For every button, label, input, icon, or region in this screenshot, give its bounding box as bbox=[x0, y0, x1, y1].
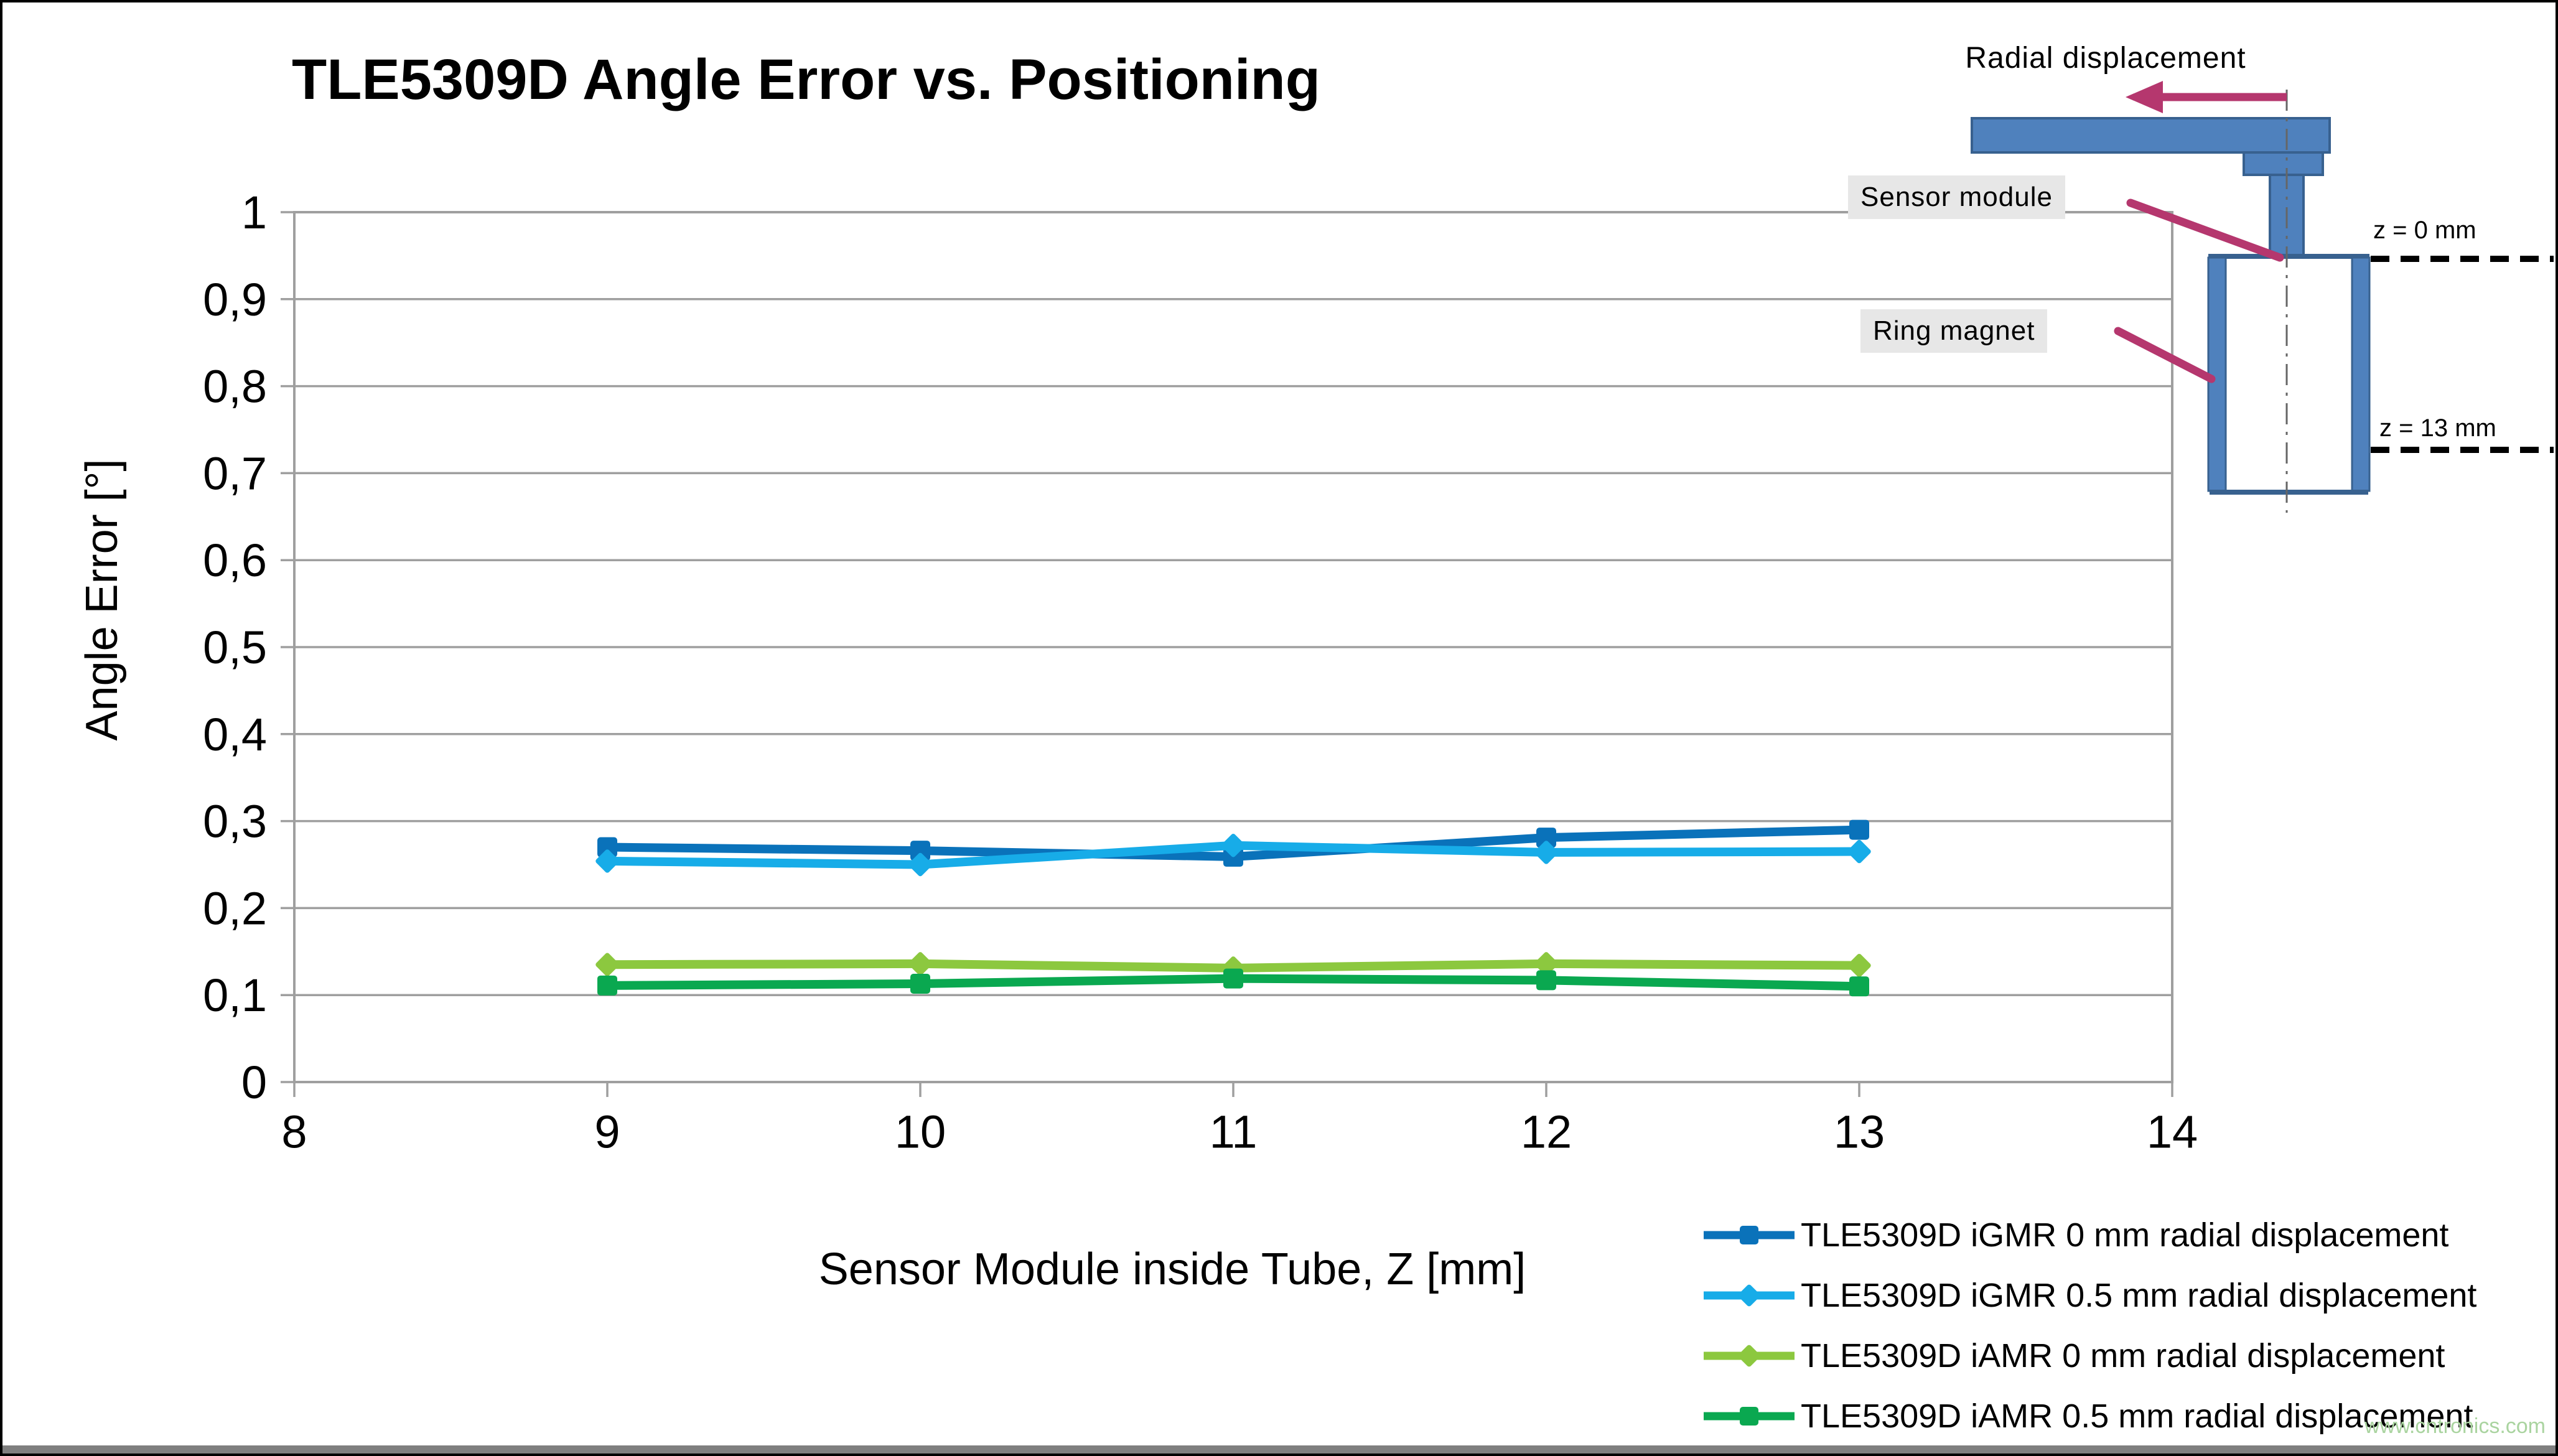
y-tick-label: 0,3 bbox=[203, 796, 267, 847]
ring-pointer-line bbox=[2114, 327, 2216, 383]
series-marker bbox=[1849, 976, 1869, 997]
series-marker bbox=[1536, 970, 1556, 991]
legend-label: TLE5309D iAMR 0.5 mm radial displacement bbox=[1801, 1397, 2473, 1435]
z0-label: z = 0 mm bbox=[2373, 217, 2476, 244]
series-marker bbox=[1536, 828, 1556, 848]
sensor-pointer-line bbox=[2126, 198, 2284, 262]
series-marker bbox=[595, 849, 619, 873]
legend-label: TLE5309D iGMR 0.5 mm radial displacement bbox=[1801, 1276, 2477, 1314]
legend-swatch bbox=[1704, 1406, 1795, 1426]
chart-legend: TLE5309D iGMR 0 mm radial displacement TL… bbox=[1702, 1205, 2476, 1446]
x-tick-label: 14 bbox=[2147, 1106, 2198, 1158]
y-tick-label: 0,8 bbox=[203, 361, 267, 413]
legend-item: TLE5309D iGMR 0 mm radial displacement bbox=[1702, 1205, 2476, 1265]
legend-item: TLE5309D iGMR 0.5 mm radial displacement bbox=[1702, 1265, 2476, 1325]
setup-inset-diagram: Radial displacement Sensor module Ring m… bbox=[1838, 40, 2556, 525]
x-tick-label: 9 bbox=[594, 1106, 620, 1158]
legend-swatch bbox=[1704, 1345, 1795, 1366]
series-marker bbox=[908, 952, 932, 976]
ring-magnet-label: Ring magnet bbox=[1860, 309, 2048, 353]
series-marker bbox=[1847, 953, 1871, 978]
y-tick-label: 0,7 bbox=[203, 447, 267, 499]
y-tick-label: 0,5 bbox=[203, 622, 267, 673]
series-marker bbox=[1534, 952, 1558, 976]
bottom-strip bbox=[2, 1445, 2556, 1454]
series-marker bbox=[910, 841, 930, 861]
legend-item: TLE5309D iAMR 0.5 mm radial displacement bbox=[1702, 1386, 2476, 1446]
legend-label: TLE5309D iGMR 0 mm radial displacement bbox=[1801, 1216, 2449, 1254]
x-tick-label: 8 bbox=[281, 1106, 307, 1158]
y-axis-title: Angle Error [°] bbox=[77, 459, 127, 741]
z13-label: z = 13 mm bbox=[2379, 414, 2496, 442]
sensor-arm-shape bbox=[1971, 117, 2331, 154]
series-marker bbox=[1221, 834, 1245, 857]
y-tick-label: 0,2 bbox=[203, 882, 267, 934]
sensor-module-label: Sensor module bbox=[1848, 175, 2065, 219]
series-marker bbox=[908, 852, 932, 877]
series-marker bbox=[1847, 839, 1871, 864]
series-marker bbox=[1738, 1284, 1760, 1306]
y-tick-label: 0 bbox=[241, 1057, 267, 1108]
radial-arrow-head-icon bbox=[2126, 81, 2163, 113]
y-tick-label: 0,6 bbox=[203, 534, 267, 586]
series-marker bbox=[1738, 1345, 1760, 1366]
radial-displacement-label: Radial displacement bbox=[1965, 42, 2246, 75]
series-marker bbox=[597, 837, 617, 857]
y-tick-label: 0,1 bbox=[203, 969, 267, 1021]
x-tick-label: 12 bbox=[1521, 1106, 1572, 1158]
x-axis-title: Sensor Module inside Tube, Z [mm] bbox=[818, 1244, 1526, 1294]
magnet-right-wall bbox=[2351, 256, 2371, 492]
chart-title: TLE5309D Angle Error vs. Positioning bbox=[292, 48, 1320, 111]
x-tick-label: 13 bbox=[1834, 1106, 1885, 1158]
legend-swatch bbox=[1704, 1225, 1795, 1244]
y-tick-label: 0,4 bbox=[203, 709, 267, 760]
legend-item: TLE5309D iAMR 0 mm radial displacement bbox=[1702, 1325, 2476, 1386]
series-marker bbox=[910, 974, 930, 994]
x-tick-label: 11 bbox=[1210, 1106, 1258, 1158]
watermark: www.cntronics.com bbox=[2364, 1414, 2546, 1438]
legend-label: TLE5309D iAMR 0 mm radial displacement bbox=[1801, 1337, 2445, 1374]
y-tick-label: 0,9 bbox=[203, 274, 267, 325]
series-marker bbox=[597, 975, 617, 996]
series-marker bbox=[1740, 1406, 1758, 1426]
series-marker bbox=[595, 953, 619, 976]
series-marker bbox=[1849, 819, 1869, 840]
x-tick-label: 10 bbox=[895, 1106, 946, 1158]
y-tick-label: 1 bbox=[241, 187, 267, 238]
sensor-collar-shape bbox=[2243, 151, 2324, 176]
series-marker bbox=[1534, 841, 1558, 864]
inset-svg bbox=[1971, 81, 2554, 513]
legend-swatch bbox=[1704, 1284, 1795, 1306]
series-marker bbox=[1223, 968, 1243, 989]
series-marker bbox=[1740, 1225, 1758, 1244]
